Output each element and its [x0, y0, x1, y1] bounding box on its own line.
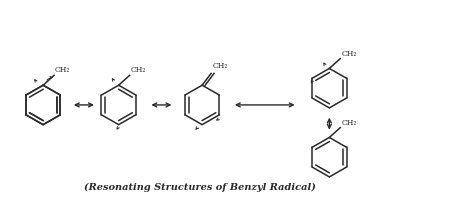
- Text: CH₂: CH₂: [213, 62, 229, 70]
- Text: CH₂: CH₂: [341, 50, 357, 58]
- Text: (Resonating Structures of Benzyl Radical): (Resonating Structures of Benzyl Radical…: [84, 183, 316, 192]
- Text: CH₂: CH₂: [130, 66, 146, 74]
- Text: CH₂: CH₂: [341, 119, 357, 127]
- Text: CH₂: CH₂: [55, 66, 71, 74]
